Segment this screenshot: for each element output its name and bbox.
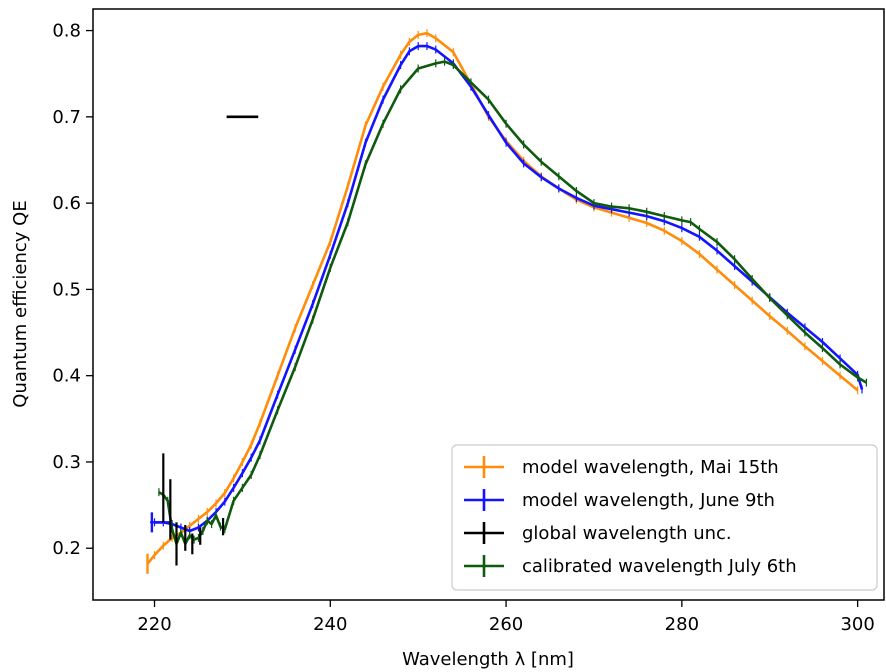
y-tick-label: 0.7 bbox=[52, 107, 81, 128]
x-tick-label: 280 bbox=[665, 614, 699, 635]
legend: model wavelength, Mai 15th model waveleng… bbox=[452, 445, 877, 590]
legend-label: calibrated wavelength July 6th bbox=[522, 556, 797, 577]
x-tick-label: 220 bbox=[137, 614, 171, 635]
legend-label: model wavelength, June 9th bbox=[522, 490, 775, 511]
x-tick-label: 240 bbox=[313, 614, 347, 635]
x-tick-label: 300 bbox=[840, 614, 874, 635]
legend-label: global wavelength unc. bbox=[522, 523, 732, 544]
y-axis-label: Quantum efficiency QE bbox=[10, 200, 31, 407]
y-tick-label: 0.2 bbox=[52, 538, 81, 559]
y-tick-label: 0.8 bbox=[52, 21, 81, 42]
y-tick-label: 0.3 bbox=[52, 452, 81, 473]
x-axis-label: Wavelength λ [nm] bbox=[402, 649, 574, 670]
legend-label: model wavelength, Mai 15th bbox=[522, 457, 779, 478]
y-tick-label: 0.5 bbox=[52, 279, 81, 300]
x-tick-label: 260 bbox=[489, 614, 523, 635]
y-tick-label: 0.4 bbox=[52, 366, 81, 387]
y-tick-label: 0.6 bbox=[52, 193, 81, 214]
